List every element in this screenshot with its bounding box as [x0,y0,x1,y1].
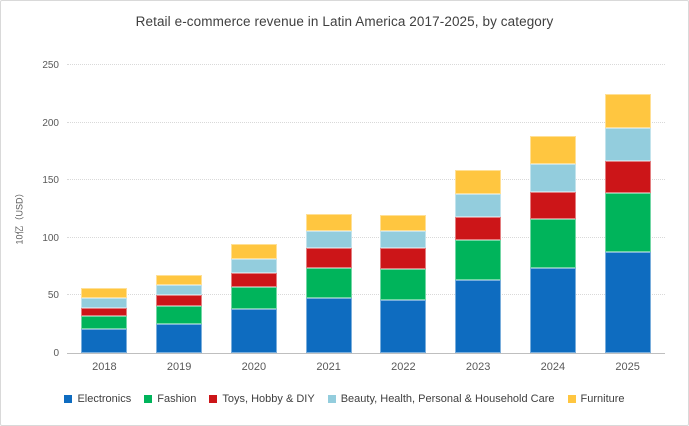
bar-2020 [230,244,277,353]
bar-segment-2023-beauty-health-personal-household-care [455,194,502,218]
x-tick-label-2019: 2019 [166,361,192,373]
bar-2025 [604,94,651,353]
bar-2019 [156,274,203,353]
bar-segment-2019-beauty-health-personal-household-care [156,285,203,296]
bar-segment-2025-electronics [604,251,651,353]
bar-segment-2018-beauty-health-personal-household-care [81,297,128,308]
bar-slot-2024 [516,66,591,353]
bar-2024 [529,135,576,353]
y-tick-label-150: 150 [42,175,59,187]
legend-swatch-icon [327,395,336,403]
bar-segment-2023-electronics [455,280,502,353]
x-tick-label-2024: 2024 [540,361,566,373]
bar-segment-2018-electronics [81,329,128,353]
bar-segment-2020-electronics [230,309,277,353]
bar-segment-2020-toys-hobby-diy [230,272,277,288]
bar-segment-2019-toys-hobby-diy [156,295,203,306]
bar-slot-2025 [590,66,665,353]
bar-segment-2019-electronics [156,323,203,353]
x-axis-tick-labels: 2018 2019 2020 2021 2022 2023 2024 2025 [67,361,665,373]
legend-label: Toys, Hobby & DIY [222,393,315,405]
bar-segment-2019-furniture [156,274,203,286]
legend-label: Furniture [580,393,625,405]
bar-segment-2023-furniture [455,170,502,195]
y-tick-label-50: 50 [47,290,59,302]
bar-segment-2018-fashion [81,316,128,330]
bar-segment-2021-fashion [305,268,352,299]
bar-slot-2018 [67,66,142,353]
bar-slot-2021 [291,66,366,353]
bar-2022 [380,214,427,353]
plot-area [67,64,665,354]
bar-segment-2018-furniture [81,287,128,298]
x-tick-label-2023: 2023 [465,361,491,373]
bar-segment-2025-beauty-health-personal-household-care [604,128,651,162]
legend-swatch-icon [209,395,218,403]
y-tick-label-200: 200 [42,117,59,129]
bar-segment-2024-beauty-health-personal-household-care [529,164,576,192]
legend: Electronics Fashion Toys, Hobby & DIY Beaut… [1,393,688,405]
legend-swatch-icon [144,395,153,403]
bar-segment-2022-fashion [380,268,427,301]
bar-segment-2025-furniture [604,94,651,129]
bar-slot-2019 [142,66,217,353]
bar-segment-2025-fashion [604,192,651,252]
bar-segment-2021-beauty-health-personal-household-care [305,231,352,249]
bar-slot-2023 [441,66,516,353]
bar-series [67,66,665,353]
x-tick-label-2025: 2025 [615,361,640,373]
legend-swatch-icon [567,395,576,403]
gridline-100 [67,236,665,238]
x-tick-label-2020: 2020 [241,361,267,373]
bar-segment-2020-furniture [230,244,277,259]
bar-segment-2023-fashion [455,240,502,281]
legend-swatch-icon [64,395,73,403]
bar-segment-2019-fashion [156,305,203,324]
bar-segment-2021-furniture [305,213,352,232]
legend-item-fashion: Fashion [144,393,196,405]
bar-segment-2021-toys-hobby-diy [305,248,352,269]
x-tick-label-2022: 2022 [391,361,416,373]
bar-segment-2024-fashion [529,218,576,269]
bar-segment-2022-beauty-health-personal-household-care [380,231,427,249]
bar-segment-2020-beauty-health-personal-household-care [230,258,277,273]
chart-title: Retail e-commerce revenue in Latin Ameri… [135,14,554,29]
y-tick-label-250: 250 [42,60,59,71]
gridline-50 [67,294,665,296]
bar-slot-2022 [366,66,441,353]
bar-segment-2024-furniture [529,135,576,165]
legend-label: Electronics [77,393,132,405]
bar-segment-2024-electronics [529,268,576,353]
legend-item-toys-hobby-diy: Toys, Hobby & DIY [209,393,315,405]
x-tick-label-2021: 2021 [316,361,341,373]
y-tick-label-100: 100 [42,232,59,244]
bar-segment-2023-toys-hobby-diy [455,217,502,241]
bar-segment-2021-electronics [305,298,352,353]
legend-item-furniture: Furniture [567,393,625,405]
gridline-150 [67,179,665,181]
bar-segment-2022-furniture [380,214,427,232]
gridline-250 [67,64,665,65]
bar-segment-2022-electronics [380,300,427,353]
bar-segment-2024-toys-hobby-diy [529,191,576,219]
legend-label: Fashion [157,393,197,405]
bar-2021 [305,213,352,353]
legend-item-electronics: Electronics [64,393,131,405]
bar-segment-2022-toys-hobby-diy [380,248,427,269]
bar-2018 [81,287,128,353]
legend-label: Beauty, Health, Personal & Household Car… [340,393,555,405]
bar-2023 [455,170,502,353]
bar-segment-2018-toys-hobby-diy [81,307,128,317]
bar-segment-2020-fashion [230,287,277,310]
y-tick-label-0: 0 [53,348,59,359]
gridline-200 [67,121,665,123]
x-tick-label-2018: 2018 [92,361,117,373]
bar-segment-2025-toys-hobby-diy [604,161,651,193]
bar-slot-2020 [217,66,292,353]
legend-item-beauty-health-personal-household-care: Beauty, Health, Personal & Household Car… [327,393,555,405]
